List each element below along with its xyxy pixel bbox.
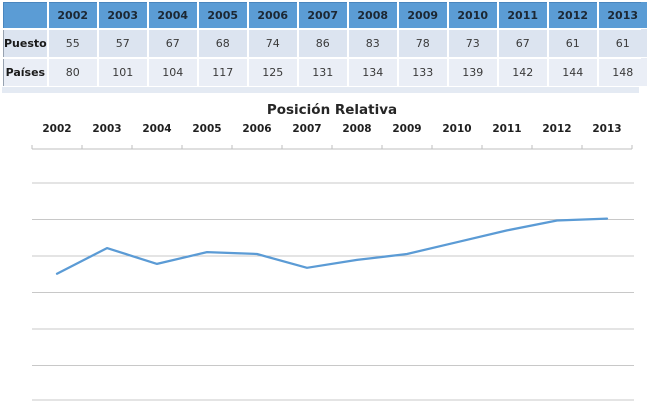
- table-cutoff-column-header: [641, 2, 647, 27]
- table-cell: 61: [548, 30, 597, 57]
- table-year-header: 2004: [148, 2, 197, 28]
- table-cell: 78: [398, 30, 447, 57]
- x-axis-label: 2002: [42, 123, 72, 135]
- table-cell: 131: [298, 59, 347, 86]
- x-axis-label: 2005: [192, 123, 222, 135]
- chart-x-axis-labels: 2002 2003 2004 2005 2006 2007 2008 2009 2010 2011…: [0, 123, 651, 139]
- table-year-header: 2013: [598, 2, 647, 28]
- table-cell: 86: [298, 30, 347, 57]
- table-cell: 67: [498, 30, 547, 57]
- table-cell: 57: [98, 30, 147, 57]
- chart-title: Posición Relativa: [266, 102, 398, 118]
- table-cell: 73: [448, 30, 497, 57]
- table-cell: 80: [48, 59, 97, 86]
- table-cutoff-bottom-row: [2, 87, 639, 93]
- table-year-header: 2007: [298, 2, 347, 28]
- data-table: 2002 2003 2004 2005 2006 2007 2008 2009 2010 2011…: [1, 0, 649, 88]
- table-year-header: 2003: [98, 2, 147, 28]
- table-row-label: Países: [3, 59, 47, 86]
- table-year-header: 2012: [548, 2, 597, 28]
- table-year-header: 2010: [448, 2, 497, 28]
- relative-position-chart: [31, 145, 634, 401]
- table-cell: 104: [148, 59, 197, 86]
- table-header-row-inner: 2002 2003 2004 2005 2006 2007 2008 2009 2010 2011…: [3, 2, 647, 28]
- x-axis-label: 2007: [292, 123, 322, 135]
- table-cell: 61: [598, 30, 647, 57]
- x-axis-label: 2013: [592, 123, 622, 135]
- table-cell: 117: [198, 59, 247, 86]
- table-row-label: Puesto: [3, 30, 47, 57]
- x-axis-label: 2009: [392, 123, 422, 135]
- table-header-row: 2002 2003 2004 2005 2006 2007 2008 2009 2010 2011…: [3, 2, 647, 28]
- table-cutoff-column-row1: [641, 29, 647, 56]
- table-cell: 67: [148, 30, 197, 57]
- table-cell: 133: [398, 59, 447, 86]
- table-corner-cell: [3, 2, 47, 28]
- table-year-header: 2002: [48, 2, 97, 28]
- x-axis-label: 2012: [542, 123, 572, 135]
- chart-gridlines: [32, 182, 634, 401]
- table-cell: 55: [48, 30, 97, 57]
- table-cell: 101: [98, 59, 147, 86]
- table-cell: 144: [548, 59, 597, 86]
- table-row: Puesto 55 57 67 68 74 86 83 78 73 67 61 61: [3, 30, 647, 57]
- x-axis-label: 2010: [442, 123, 472, 135]
- table-cell: 148: [598, 59, 647, 86]
- x-axis-label: 2006: [242, 123, 272, 135]
- table-cell: 74: [248, 30, 297, 57]
- table-cell: 83: [348, 30, 397, 57]
- x-axis-label: 2003: [92, 123, 122, 135]
- table-cell: 125: [248, 59, 297, 86]
- table-year-header: 2011: [498, 2, 547, 28]
- table-cell: 134: [348, 59, 397, 86]
- table-cell: 139: [448, 59, 497, 86]
- table-year-header: 2006: [248, 2, 297, 28]
- x-axis-label: 2004: [142, 123, 172, 135]
- table-year-header: 2005: [198, 2, 247, 28]
- table-body: Puesto 55 57 67 68 74 86 83 78 73 67 61 61 Países 80 10…: [3, 30, 647, 86]
- table-cutoff-column-row2: [641, 58, 647, 85]
- table-year-header: 2008: [348, 2, 397, 28]
- table-cell: 68: [198, 30, 247, 57]
- table-row: Países 80 101 104 117 125 131 134 133 139 142 144 14…: [3, 59, 647, 86]
- x-axis-label: 2011: [492, 123, 522, 135]
- series-line: [55, 217, 609, 275]
- table-year-header: 2009: [398, 2, 447, 28]
- table-cell: 142: [498, 59, 547, 86]
- chart-x-axis: [31, 145, 633, 150]
- x-axis-label: 2008: [342, 123, 372, 135]
